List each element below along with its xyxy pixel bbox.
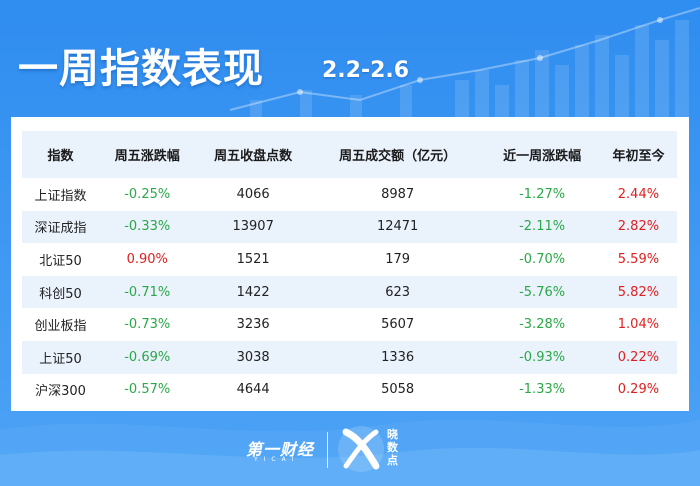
x-logo-icon xyxy=(338,426,384,472)
column-header: 周五收盘点数 xyxy=(195,131,311,178)
friday-change: -0.33% xyxy=(99,210,196,244)
friday-change: -0.25% xyxy=(124,186,171,202)
page-title: 一周指数表现 xyxy=(18,46,264,92)
index-name: 上证指数 xyxy=(34,188,87,204)
friday-close: 1422 xyxy=(195,275,311,309)
ytd-change: 1.04% xyxy=(617,317,660,333)
index-name: 科创50 xyxy=(22,275,100,309)
yicai-brand-subtitle: YICAI xyxy=(254,456,300,463)
friday-turnover: 12471 xyxy=(310,210,485,244)
friday-change: 0.90% xyxy=(126,251,168,267)
friday-change: -0.69% xyxy=(99,340,196,374)
table-row: 上证50 -0.69% 3038 1336 -0.93% 0.22% xyxy=(22,340,677,374)
week-change: -1.33% xyxy=(519,382,566,398)
week-change: -2.11% xyxy=(484,210,600,244)
week-change: -1.27% xyxy=(519,186,566,202)
week-change: -0.70% xyxy=(519,251,566,267)
ytd-change: 5.82% xyxy=(599,275,677,309)
ytd-change: 5.59% xyxy=(617,251,660,267)
week-change: -5.76% xyxy=(484,275,600,309)
friday-close: 13907 xyxy=(195,210,311,244)
table-row: 深证成指 -0.33% 13907 12471 -2.11% 2.82% xyxy=(22,210,677,244)
table-row: 创业板指 -0.73% 3236 5607 -3.28% 1.04% xyxy=(22,308,677,341)
ytd-change: 2.44% xyxy=(617,186,660,202)
index-name: 创业板指 xyxy=(34,319,87,335)
index-name: 沪深300 xyxy=(35,384,86,400)
index-name: 深证成指 xyxy=(22,210,100,244)
table-row: 科创50 -0.71% 1422 623 -5.76% 5.82% xyxy=(22,275,677,309)
friday-close: 3236 xyxy=(236,317,270,333)
table-row: 沪深300 -0.57% 4644 5058 -1.33% 0.29% xyxy=(22,374,677,407)
index-name: 上证50 xyxy=(22,340,100,374)
friday-turnover: 5607 xyxy=(381,317,415,333)
column-header: 周五涨跌幅 xyxy=(99,131,196,178)
friday-turnover: 5058 xyxy=(381,382,415,398)
friday-close: 1521 xyxy=(236,251,270,267)
friday-close: 4644 xyxy=(236,382,270,398)
friday-change: -0.73% xyxy=(124,317,171,333)
ytd-change: 0.29% xyxy=(617,382,660,398)
column-header: 指数 xyxy=(22,131,100,178)
column-header: 年初至今 xyxy=(599,131,677,178)
table-row: 上证指数 -0.25% 4066 8987 -1.27% 2.44% xyxy=(22,178,677,211)
week-change: -3.28% xyxy=(519,317,566,333)
table-header-row: 指数 周五涨跌幅 周五收盘点数 周五成交额（亿元） 近一周涨跌幅 年初至今 xyxy=(22,131,677,178)
friday-turnover: 8987 xyxy=(381,186,415,202)
column-header: 周五成交额（亿元） xyxy=(310,131,485,178)
logo-vertical-text: 晓 数 点 xyxy=(387,428,398,467)
index-performance-table: 指数 周五涨跌幅 周五收盘点数 周五成交额（亿元） 近一周涨跌幅 年初至今 上证… xyxy=(22,131,677,406)
date-range: 2.2-2.6 xyxy=(322,58,410,83)
index-name: 北证50 xyxy=(39,253,82,269)
friday-turnover: 179 xyxy=(385,251,411,267)
footer-divider xyxy=(327,432,328,468)
ytd-change: 0.22% xyxy=(599,340,677,374)
yicai-brand-logo: 第一财经 xyxy=(246,440,315,459)
index-table-card: 指数 周五涨跌幅 周五收盘点数 周五成交额（亿元） 近一周涨跌幅 年初至今 上证… xyxy=(11,117,689,411)
column-header: 近一周涨跌幅 xyxy=(484,131,600,178)
friday-close: 4066 xyxy=(236,186,270,202)
friday-change: -0.57% xyxy=(124,382,171,398)
friday-turnover: 1336 xyxy=(310,340,485,374)
week-change: -0.93% xyxy=(484,340,600,374)
friday-turnover: 623 xyxy=(310,275,485,309)
ytd-change: 2.82% xyxy=(599,210,677,244)
friday-close: 3038 xyxy=(195,340,311,374)
friday-change: -0.71% xyxy=(99,275,196,309)
table-row: 北证50 0.90% 1521 179 -0.70% 5.59% xyxy=(22,243,677,276)
